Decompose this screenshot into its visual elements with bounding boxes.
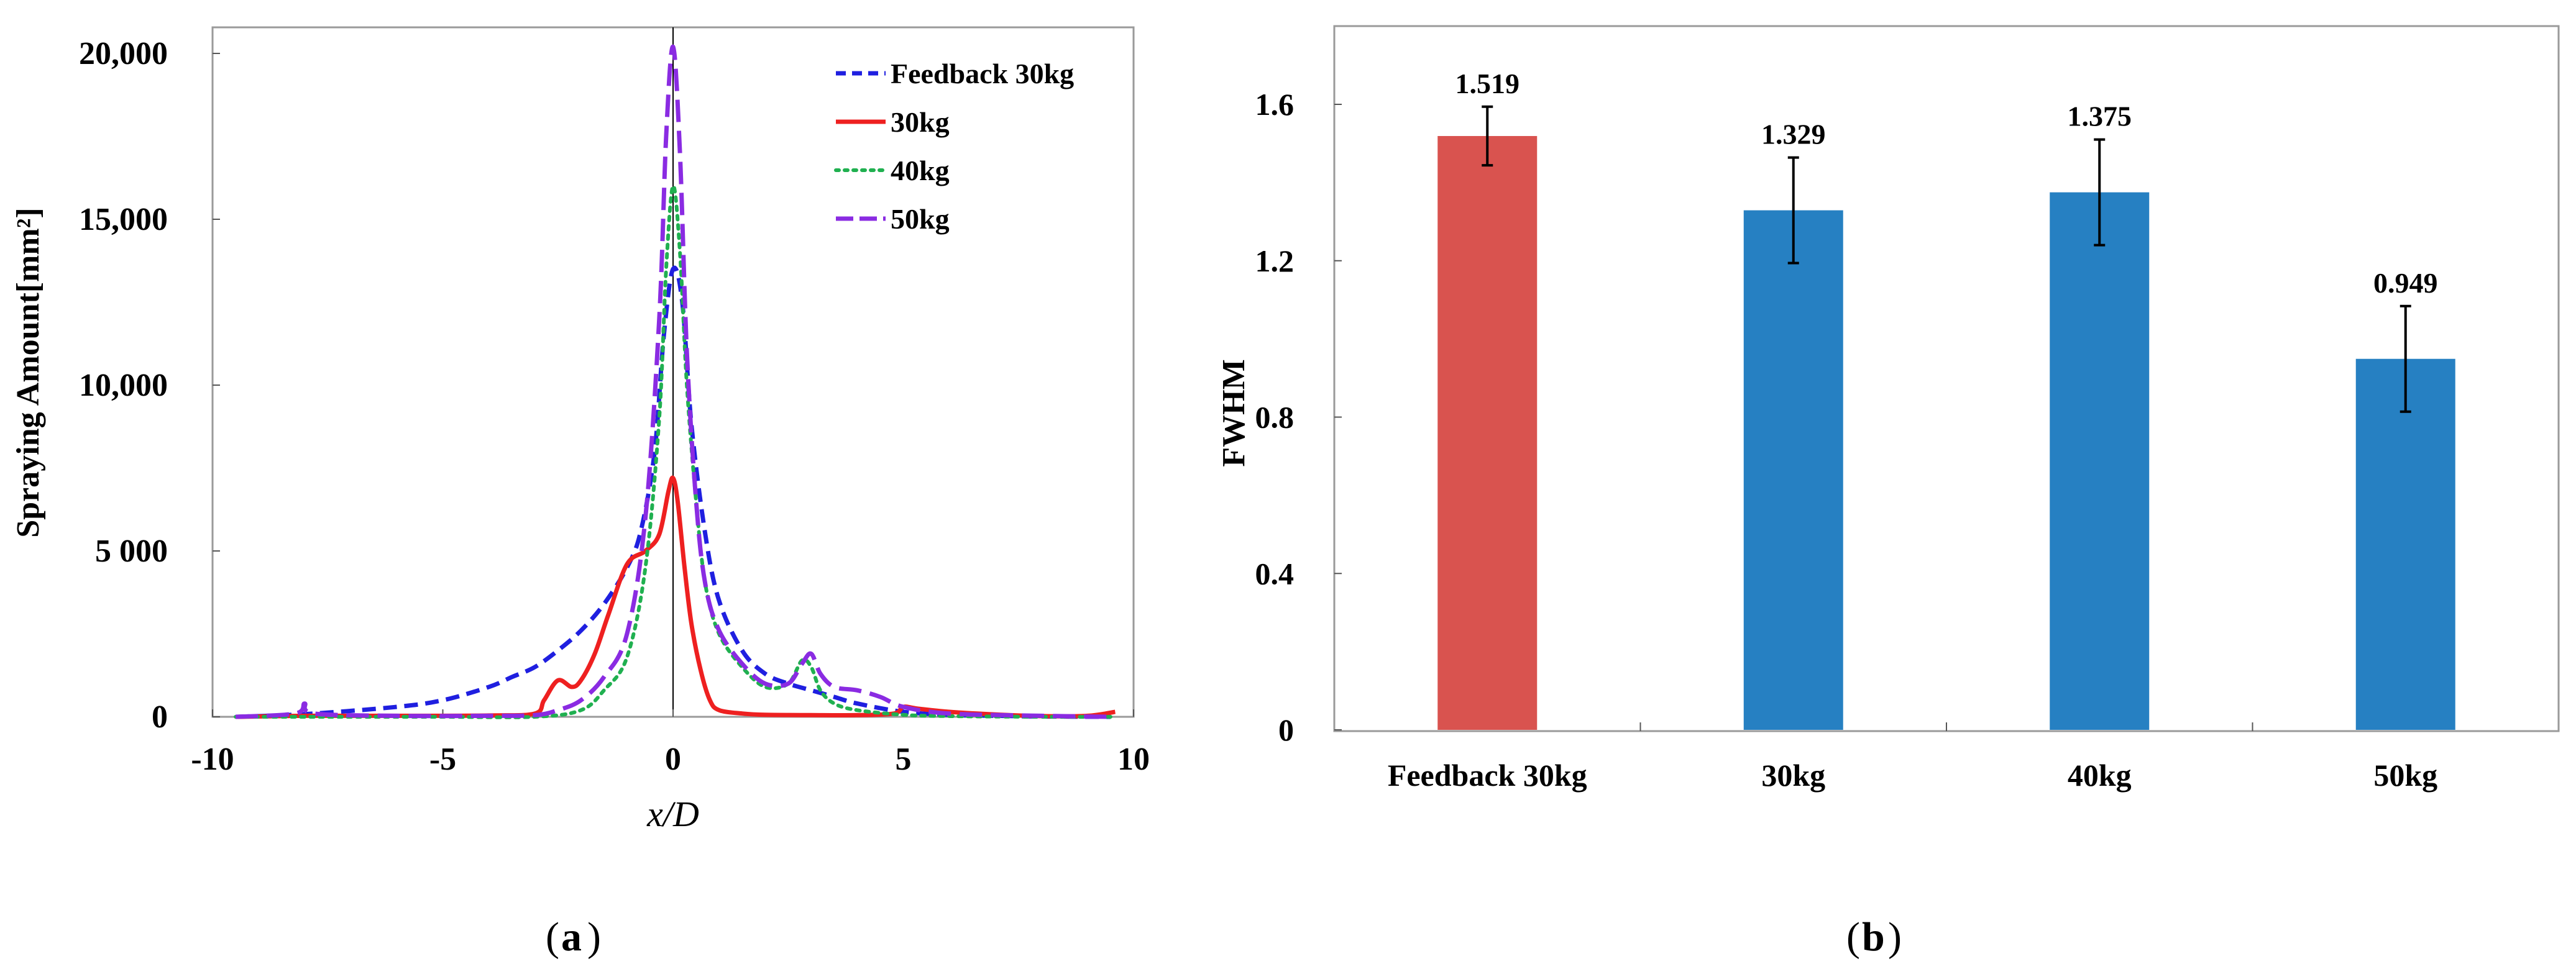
x-category-label: 30kg	[1761, 758, 1825, 793]
series-line-30kg	[236, 475, 1116, 719]
line-chart-x-axis-label: x/D	[646, 794, 699, 834]
line-chart-marks: -10 -5 0 5 10 0 5 000 10,000 15,000 20,000	[79, 27, 1150, 777]
y-tick-label: 15,000	[79, 202, 168, 237]
x-tick-label: -5	[429, 742, 456, 777]
y-tick-label: 20,000	[79, 36, 168, 71]
panel-a-caption-letter: a	[561, 914, 582, 960]
line-chart-legend: Feedback 30kg 30kg 40kg 50kg	[834, 58, 1074, 235]
bar-chart-y-axis-label: FWHM	[1216, 359, 1252, 466]
y-tick-label: 10,000	[79, 368, 168, 403]
x-category-label: 50kg	[2373, 758, 2437, 793]
legend-label: 40kg	[891, 155, 950, 186]
panel-a-caption-open: (	[546, 914, 559, 960]
bar-chart-panel: 0 0.4 0.8 1.2 1.6 1.519 Feedback 30kg 1.329 30kg…	[1216, 25, 2560, 960]
x-tick-label: 0	[665, 742, 681, 777]
bar-50kg	[2355, 358, 2455, 730]
panel-b-caption-close: )	[1888, 914, 1902, 960]
bar-value-label: 1.375	[2068, 101, 2132, 132]
bar-feedback-30kg	[1437, 135, 1538, 730]
x-tick-label: 5	[896, 742, 912, 777]
panel-b-caption-open: (	[1846, 914, 1860, 960]
series-line-50kg	[235, 44, 1111, 719]
x-tick-label: 10	[1117, 742, 1150, 777]
panel-a-caption-close: )	[587, 914, 601, 960]
x-tick-label: -10	[191, 742, 234, 777]
legend-label: Feedback 30kg	[891, 58, 1074, 89]
series-line-feedback-30kg	[235, 265, 1111, 719]
panel-b-caption-letter: b	[1862, 914, 1885, 960]
y-tick-label: 1.2	[1255, 243, 1295, 278]
y-tick-label: 0.8	[1255, 400, 1295, 435]
bar-value-label: 0.949	[2373, 267, 2438, 299]
x-category-label: Feedback 30kg	[1388, 758, 1587, 793]
bar-value-label: 1.519	[1455, 68, 1520, 99]
y-tick-label: 0	[152, 699, 168, 735]
x-category-label: 40kg	[2068, 758, 2132, 793]
bar-30kg	[1743, 210, 1843, 730]
y-tick-label: 0.4	[1255, 556, 1295, 591]
bar-value-label: 1.329	[1761, 119, 1826, 150]
legend-label: 50kg	[891, 203, 950, 235]
bar-chart-marks: 0 0.4 0.8 1.2 1.6 1.519 Feedback 30kg 1.329 30kg…	[1255, 68, 2455, 793]
legend-label: 30kg	[891, 106, 950, 138]
bar-40kg	[2050, 192, 2150, 730]
y-tick-label: 1.6	[1255, 87, 1295, 122]
y-tick-label: 5 000	[95, 534, 168, 569]
line-chart-y-axis-label: Spraying Amount[mm²]	[11, 207, 46, 537]
line-chart-panel: -10 -5 0 5 10 0 5 000 10,000 15,000 20,000 Sprayi…	[11, 26, 1150, 960]
y-tick-label: 0	[1278, 712, 1294, 747]
